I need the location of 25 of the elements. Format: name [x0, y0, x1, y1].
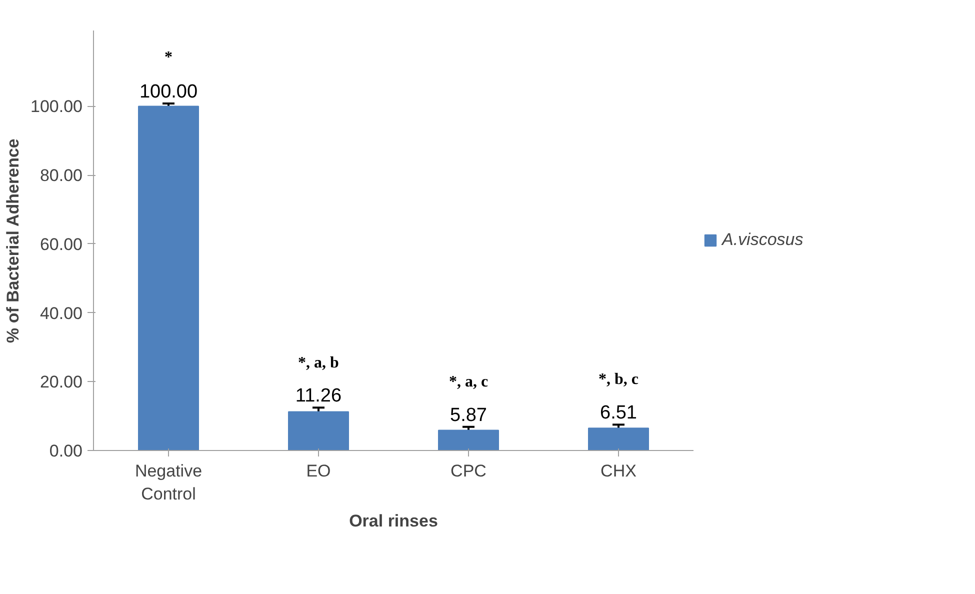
x-tick-label: CPC	[450, 462, 486, 480]
x-tick-label: Negative Control	[134, 462, 202, 504]
data-label: 6.51	[600, 402, 637, 424]
data-label: 11.26	[295, 386, 342, 407]
bar	[588, 428, 649, 450]
annotation: *, a, c	[448, 373, 488, 390]
annotation: *	[164, 49, 172, 66]
x-tick-label: CHX	[600, 462, 636, 480]
x-tick-label: EO	[306, 462, 331, 480]
annotation: *, b, c	[598, 371, 638, 388]
x-axis-title: Oral rinses	[349, 511, 438, 530]
y-tick-label: 0.00	[49, 442, 83, 460]
y-tick-label: 60.00	[40, 234, 83, 254]
data-label: 5.87	[450, 404, 487, 426]
bar	[438, 430, 499, 450]
legend-label: A.viscosus	[722, 230, 804, 250]
data-label: 100.00	[139, 81, 198, 102]
bar	[288, 411, 349, 450]
y-tick-label: 80.00	[40, 166, 83, 186]
y-tick-label: 40.00	[40, 304, 83, 323]
y-axis-title: % of Bacterial Adherence	[4, 138, 23, 344]
y-tick-label: 20.00	[40, 372, 83, 392]
annotation: *, a, b	[298, 354, 340, 372]
bar	[138, 106, 199, 450]
y-tick-label: 100.00	[30, 97, 83, 116]
